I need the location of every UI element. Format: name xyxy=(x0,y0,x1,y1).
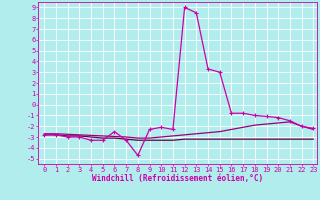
X-axis label: Windchill (Refroidissement éolien,°C): Windchill (Refroidissement éolien,°C) xyxy=(92,174,263,183)
